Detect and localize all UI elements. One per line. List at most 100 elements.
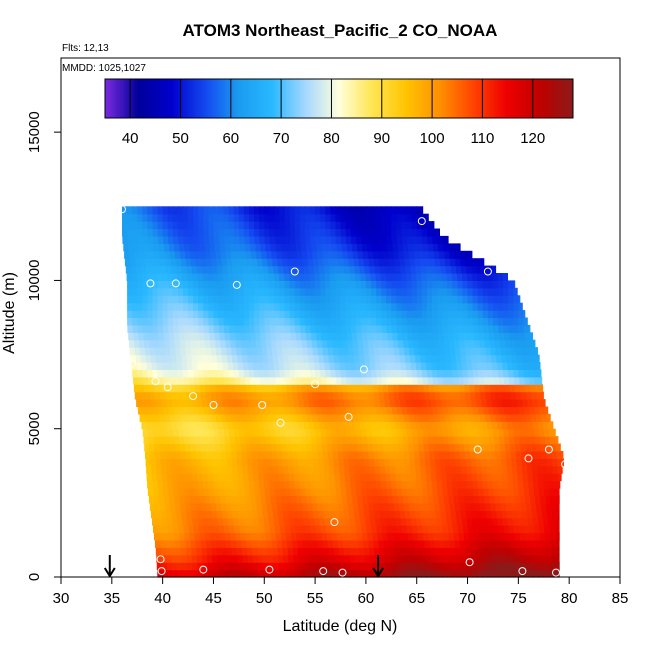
heatmap-cell: [542, 421, 549, 430]
heatmap-cell: [467, 317, 474, 326]
heatmap-cell: [430, 399, 437, 408]
heatmap-cell: [348, 458, 355, 467]
heatmap-cell: [237, 354, 243, 363]
heatmap-cell: [446, 273, 453, 281]
heatmap-cell: [491, 554, 498, 563]
heatmap-cell: [141, 362, 148, 370]
heatmap-cell: [457, 480, 463, 489]
heatmap-cell: [224, 436, 231, 445]
heatmap-cell: [165, 451, 171, 459]
heatmap-cell: [246, 391, 253, 400]
heatmap-cell: [289, 569, 296, 578]
heatmap-cell: [400, 362, 407, 370]
heatmap-cell: [249, 221, 255, 230]
heatmap-cell: [347, 250, 354, 259]
heatmap-cell: [459, 384, 465, 393]
heatmap-cell: [233, 273, 240, 281]
heatmap-cell: [391, 488, 398, 496]
heatmap-cell: [294, 287, 301, 296]
heatmap-cell: [203, 488, 210, 496]
heatmap-cell: [533, 569, 540, 578]
heatmap-cell: [452, 488, 459, 496]
heatmap-cell: [466, 421, 473, 430]
heatmap-cell: [382, 243, 389, 252]
heatmap-cell: [363, 258, 370, 267]
heatmap-cell: [186, 458, 192, 467]
colorbar-segment: [462, 79, 466, 118]
heatmap-cell: [213, 324, 220, 333]
heatmap-cell: [250, 376, 256, 385]
heatmap-cell: [318, 465, 325, 474]
heatmap-cell: [271, 502, 278, 511]
heatmap-cell: [360, 287, 367, 296]
heatmap-cell: [507, 517, 514, 526]
heatmap-cell: [464, 250, 471, 259]
colorbar-segment: [479, 79, 483, 118]
heatmap-cell: [147, 213, 154, 222]
heatmap-cell: [482, 295, 489, 304]
heatmap-cell: [315, 369, 321, 378]
heatmap-cell: [386, 428, 393, 437]
heatmap-cell: [386, 213, 392, 222]
heatmap-cell: [441, 562, 448, 571]
heatmap-cell: [521, 458, 528, 467]
heatmap-cell: [283, 562, 290, 571]
heatmap-cell: [210, 539, 217, 548]
heatmap-cell: [532, 473, 539, 482]
heatmap-cell: [471, 554, 478, 563]
heatmap-cell: [336, 495, 343, 504]
heatmap-cell: [216, 502, 222, 511]
heatmap-cell: [195, 451, 202, 459]
heatmap-cell: [193, 295, 199, 304]
heatmap-cell: [266, 502, 273, 511]
heatmap-cell: [416, 280, 423, 289]
heatmap-cell: [205, 391, 212, 400]
heatmap-cell: [381, 213, 387, 222]
heatmap-cell: [251, 250, 257, 259]
heatmap-cell: [299, 473, 305, 482]
heatmap-cell: [198, 280, 204, 289]
heatmap-cell: [358, 539, 364, 548]
heatmap-cell: [214, 406, 220, 415]
heatmap-cell: [344, 562, 351, 571]
heatmap-cell: [335, 228, 342, 237]
heatmap-cell: [227, 362, 234, 370]
heatmap-cell: [254, 488, 261, 496]
heatmap-cell: [418, 243, 424, 252]
heatmap-cell: [512, 562, 519, 571]
heatmap-cell: [238, 362, 244, 370]
heatmap-cell: [218, 228, 225, 237]
heatmap-cell: [295, 525, 301, 534]
heatmap-cell: [344, 265, 350, 274]
heatmap-cell: [380, 480, 387, 489]
heatmap-cell: [523, 317, 528, 326]
heatmap-cell: [257, 465, 264, 474]
heatmap-cell: [289, 287, 296, 296]
heatmap-cell: [404, 502, 410, 511]
heatmap-cell: [526, 502, 532, 511]
heatmap-cell: [481, 547, 487, 556]
heatmap-cell: [306, 436, 312, 445]
heatmap-cell: [244, 235, 251, 244]
heatmap-cell: [526, 354, 533, 363]
heatmap-cell: [243, 206, 250, 215]
heatmap-cell: [293, 465, 300, 474]
heatmap-cell: [249, 295, 255, 304]
heatmap-cell: [280, 406, 286, 415]
heatmap-cell: [286, 443, 293, 452]
heatmap-cell: [159, 339, 166, 348]
heatmap-cell: [553, 562, 559, 571]
heatmap-cell: [234, 376, 241, 385]
heatmap-cell: [386, 369, 392, 378]
heatmap-cell: [416, 228, 423, 237]
heatmap-cell: [423, 384, 430, 393]
heatmap-cell: [184, 339, 191, 348]
heatmap-cell: [232, 399, 239, 408]
heatmap-cell: [493, 376, 500, 385]
heatmap-cell: [409, 539, 415, 548]
heatmap-cell: [187, 421, 193, 430]
heatmap-cell: [172, 213, 179, 222]
colorbar-segment: [107, 79, 111, 118]
heatmap-cell: [391, 280, 397, 289]
heatmap-cell: [381, 324, 388, 333]
